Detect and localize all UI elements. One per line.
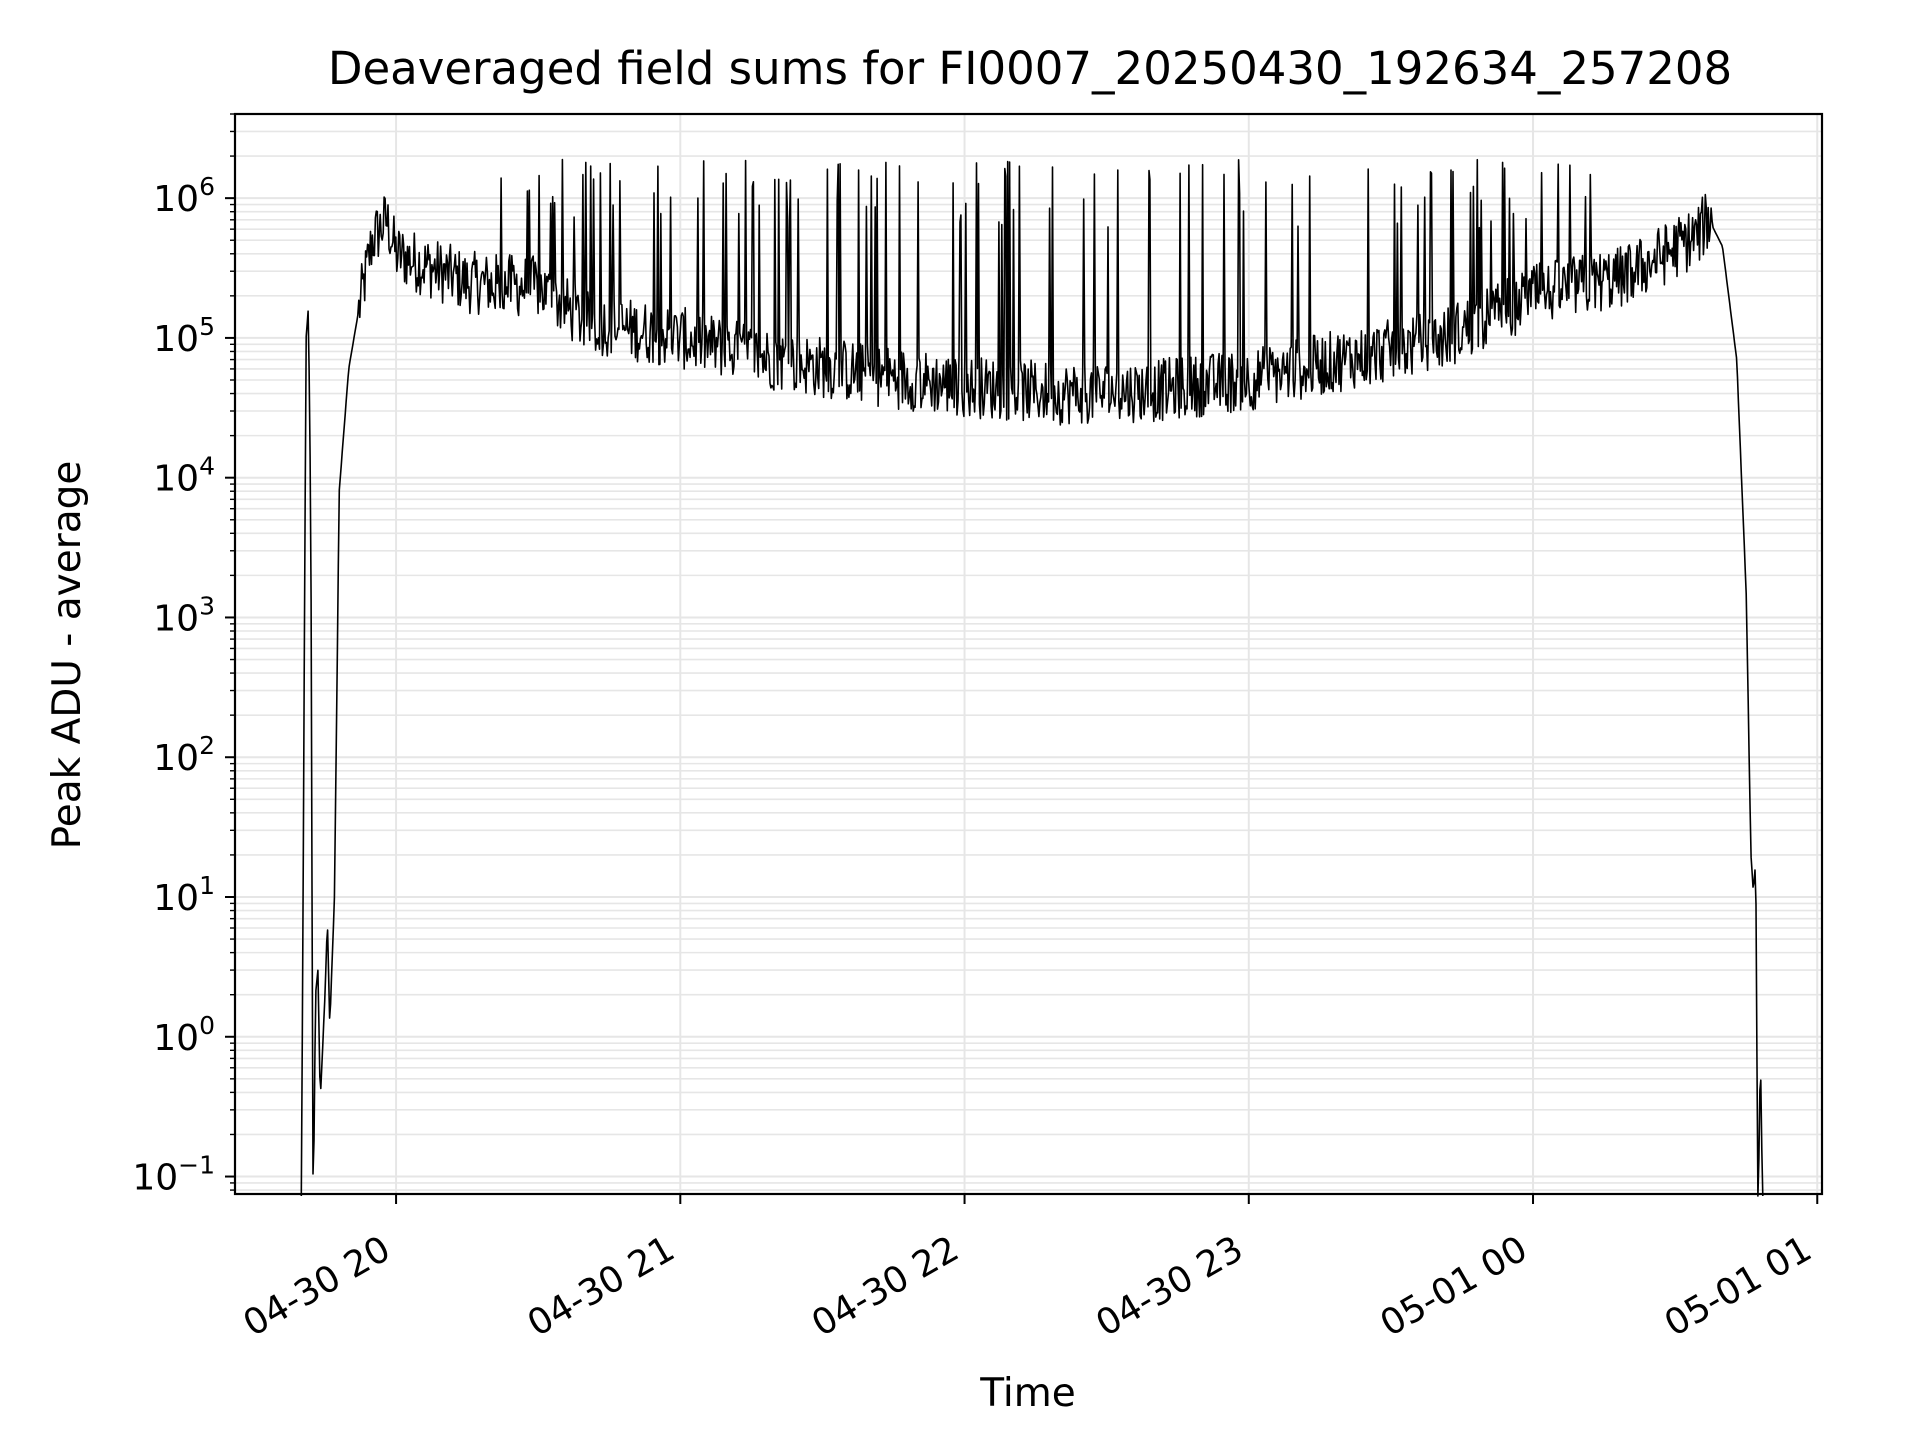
y-tick-label: 101 xyxy=(153,871,215,919)
series-line xyxy=(300,158,1764,1197)
y-tick-label: 103 xyxy=(153,591,215,639)
axis-ticks xyxy=(225,197,1819,1204)
y-tick-label: 104 xyxy=(153,452,215,500)
y-axis-label: Peak ADU - average xyxy=(45,461,90,850)
y-tick-labels: 10−1 100 101 102 103 104 105 106 xyxy=(132,172,215,1198)
plot-area-frame xyxy=(233,112,1824,1196)
y-tick-label: 102 xyxy=(153,731,215,779)
y-tick-label: 105 xyxy=(153,312,215,360)
y-tick-label: 100 xyxy=(153,1011,215,1059)
y-tick-label: 106 xyxy=(153,172,215,220)
y-tick-label: 10−1 xyxy=(132,1151,215,1199)
chart-title: Deaveraged field sums for FI0007_2025043… xyxy=(328,42,1732,95)
x-axis-label: Time xyxy=(979,1371,1075,1416)
